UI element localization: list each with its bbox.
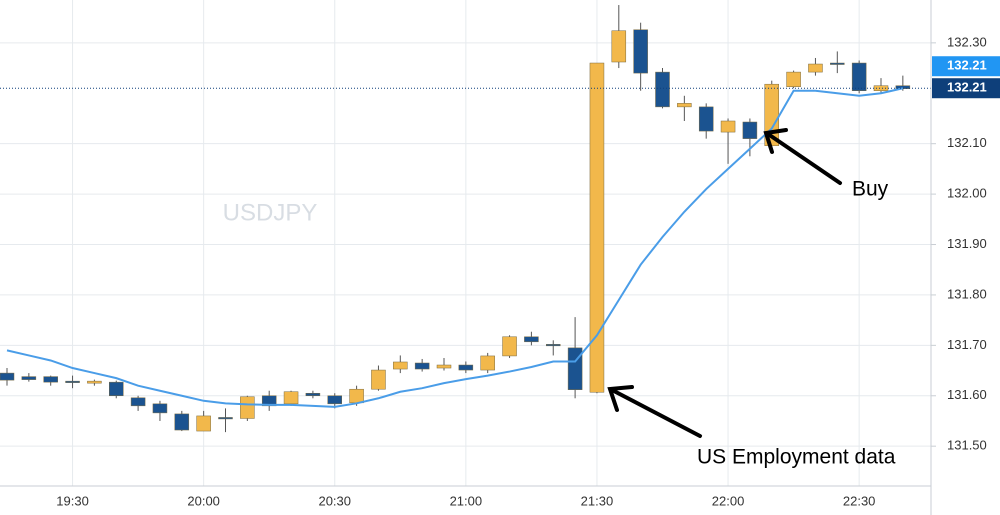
moving-average bbox=[6, 87, 904, 408]
candle-body bbox=[327, 395, 342, 405]
candle-body bbox=[283, 391, 299, 405]
candle-body bbox=[43, 376, 58, 383]
candle-body bbox=[830, 62, 845, 65]
x-tick-label: 21:30 bbox=[581, 493, 614, 508]
ma-price-box bbox=[932, 56, 1000, 77]
last-price-box bbox=[932, 78, 1000, 99]
x-tick-label: 22:30 bbox=[843, 493, 876, 508]
employment-arrow bbox=[607, 385, 702, 438]
candle-body bbox=[742, 121, 758, 139]
candle-body bbox=[218, 417, 233, 420]
y-tick-label: 131.80 bbox=[947, 286, 987, 301]
x-tick-label: 20:30 bbox=[318, 493, 351, 508]
candle-body bbox=[698, 106, 714, 132]
plot bbox=[0, 5, 931, 433]
last-price-label: 132.21 bbox=[947, 80, 987, 95]
buy-arrow bbox=[763, 128, 842, 185]
candle-body bbox=[546, 344, 561, 347]
candle-body bbox=[174, 413, 190, 431]
y-tick-label: 132.10 bbox=[947, 135, 987, 150]
candle-body bbox=[502, 336, 517, 357]
axes: 131.50 131.60 131.70 131.80 131.90 132.00 132.… bbox=[56, 34, 1000, 508]
candle-body bbox=[458, 364, 474, 371]
candle-body bbox=[87, 380, 102, 384]
y-tick-label: 131.90 bbox=[947, 236, 987, 251]
candle-body bbox=[720, 120, 736, 133]
candle-body bbox=[371, 369, 386, 390]
y-tick-label: 132.00 bbox=[947, 186, 987, 201]
candle-body bbox=[349, 388, 364, 404]
y-tick-label: 131.50 bbox=[947, 438, 987, 453]
candle-body bbox=[152, 403, 168, 414]
candle-body bbox=[851, 62, 867, 91]
candle-body bbox=[633, 29, 648, 74]
candle-body bbox=[436, 364, 452, 369]
ma-price-label: 132.21 bbox=[947, 58, 987, 73]
candle-body bbox=[611, 30, 627, 63]
x-tick-label: 20:00 bbox=[187, 493, 220, 508]
candle-body bbox=[808, 63, 823, 73]
candle-body bbox=[480, 355, 495, 371]
candle-body bbox=[589, 62, 605, 393]
candle-body bbox=[196, 415, 211, 432]
candle-body bbox=[261, 395, 277, 407]
candle-body bbox=[240, 396, 255, 419]
candle-body bbox=[393, 361, 408, 370]
candle-body bbox=[786, 71, 801, 87]
annotation: Buy bbox=[852, 178, 889, 201]
x-tick-label: 21:00 bbox=[450, 493, 483, 508]
candle-body bbox=[65, 380, 80, 383]
y-tick-label: 131.60 bbox=[947, 387, 987, 402]
candle-body bbox=[414, 362, 430, 370]
y-tick-label: 132.30 bbox=[947, 34, 987, 49]
x-tick-label: 22:00 bbox=[712, 493, 745, 508]
watermark: USDJPY bbox=[223, 199, 318, 226]
candle-body bbox=[109, 381, 124, 397]
candle-body bbox=[21, 376, 37, 380]
candle-body bbox=[305, 392, 321, 397]
annotation: US Employment data bbox=[697, 446, 896, 469]
candle-body bbox=[0, 372, 15, 381]
candle-body bbox=[130, 397, 146, 407]
candle-body bbox=[677, 103, 692, 108]
candle-body bbox=[524, 336, 539, 343]
candle-body bbox=[655, 71, 670, 108]
x-tick-label: 19:30 bbox=[56, 493, 89, 508]
y-tick-label: 131.70 bbox=[947, 337, 987, 352]
